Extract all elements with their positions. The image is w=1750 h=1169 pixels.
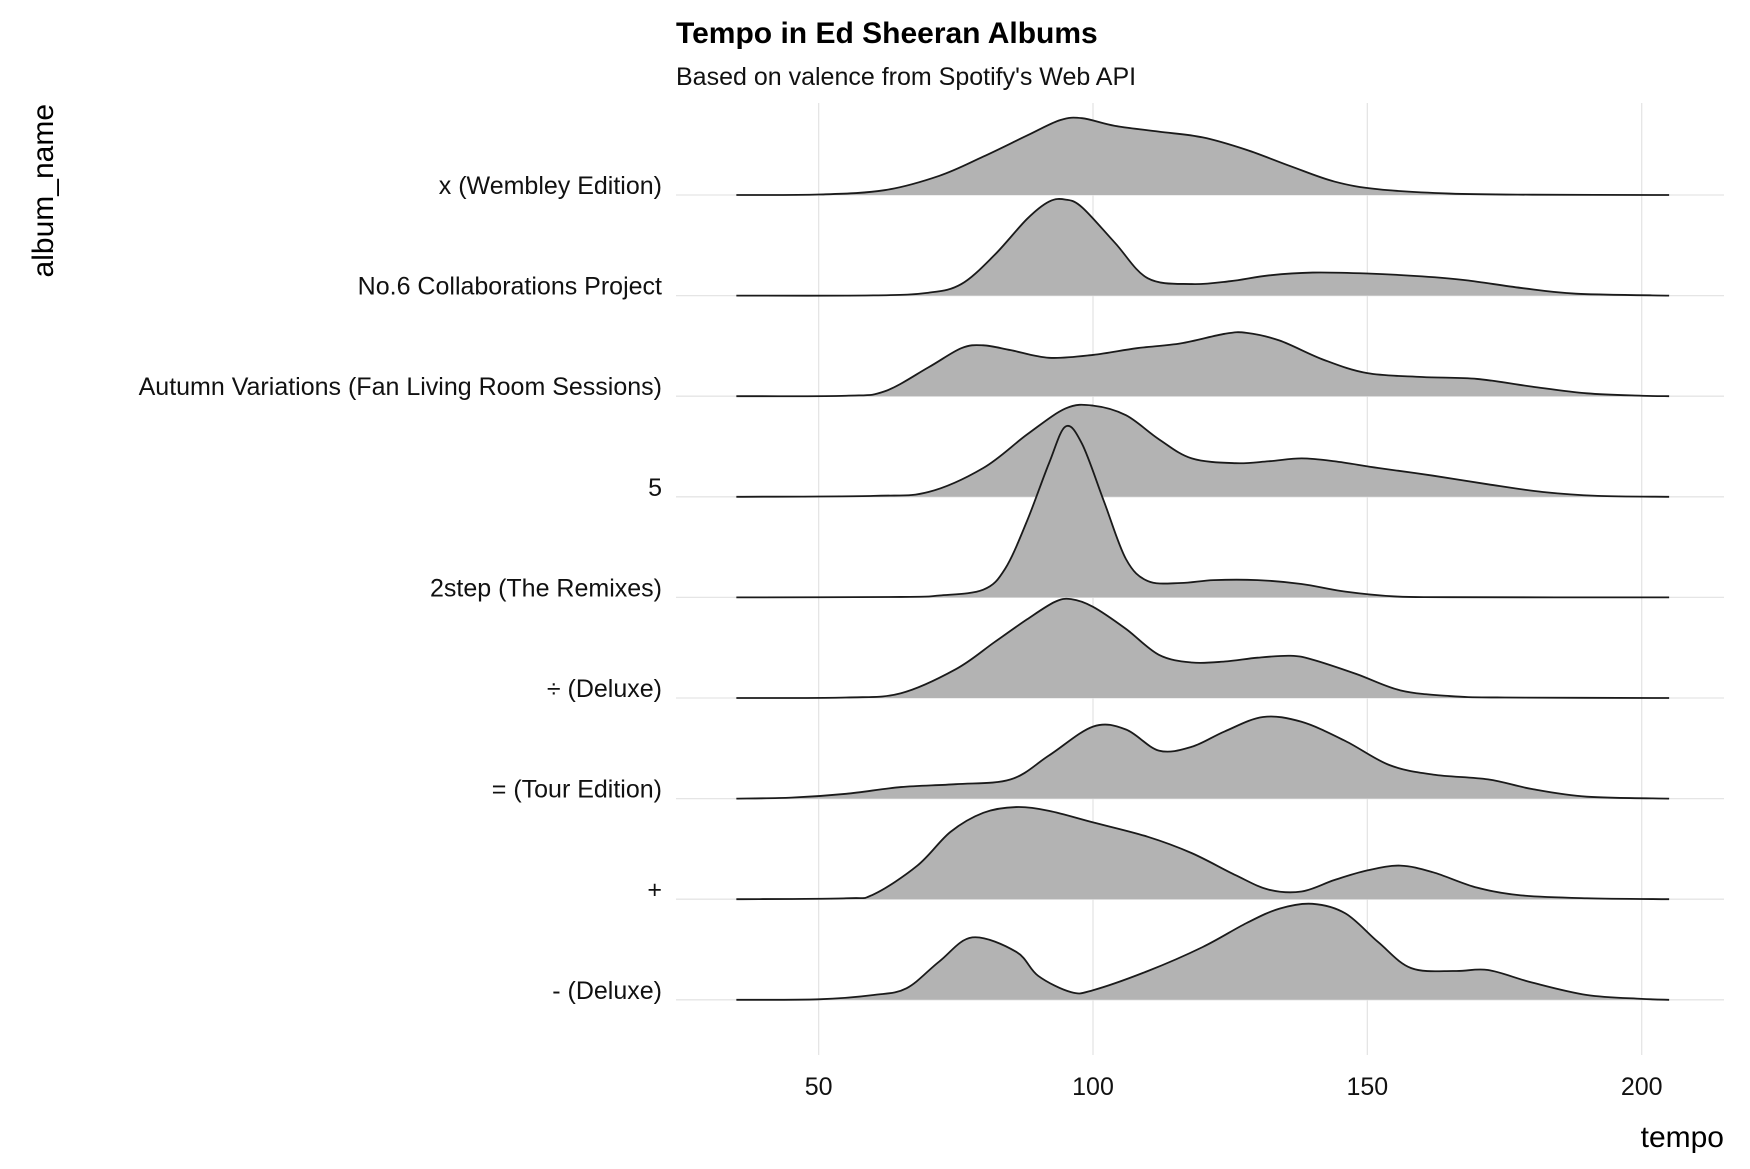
ridge-line	[736, 806, 1670, 901]
y-axis-label: = (Tour Edition)	[492, 776, 662, 804]
ridge-series	[736, 331, 1670, 398]
x-tick-label: 200	[1621, 1073, 1663, 1101]
y-axis-label: 5	[648, 474, 662, 502]
ridge-series	[736, 597, 1670, 699]
x-tick-label: 150	[1346, 1073, 1388, 1101]
ridge-line	[736, 597, 1670, 699]
ridge-line	[736, 424, 1670, 599]
ridge-series	[736, 198, 1670, 297]
ridge-series	[736, 424, 1670, 599]
ridges	[736, 116, 1670, 1001]
ridge-series	[736, 403, 1670, 498]
x-tick-label: 100	[1072, 1073, 1114, 1101]
ridge-area	[736, 806, 1670, 900]
ridge-area	[736, 716, 1670, 799]
y-axis-title: album_name	[27, 104, 60, 277]
ridge-series	[736, 116, 1670, 196]
y-axis-label: - (Deluxe)	[552, 977, 662, 1005]
y-axis-label: No.6 Collaborations Project	[358, 273, 662, 301]
x-axis-ticks: 50 100 150 200	[805, 1073, 1663, 1101]
ridge-area	[736, 903, 1670, 1000]
ridge-line	[736, 715, 1670, 800]
y-axis-label: ÷ (Deluxe)	[547, 675, 662, 703]
ridge-series	[736, 806, 1670, 901]
ridge-area	[736, 117, 1670, 196]
y-axis-label: +	[647, 876, 662, 904]
ridge-line	[736, 403, 1670, 498]
ridge-series	[736, 715, 1670, 800]
ridge-area	[736, 198, 1670, 296]
gridlines	[676, 103, 1724, 1055]
ridge-area	[736, 425, 1670, 598]
y-axis-label: Autumn Variations (Fan Living Room Sessi…	[139, 373, 662, 401]
x-tick-label: 50	[805, 1073, 833, 1101]
y-axis-labels: x (Wembley Edition) No.6 Collaborations P…	[139, 172, 662, 1005]
chart-subtitle: Based on valence from Spotify's Web API	[676, 63, 1136, 91]
y-axis-label: 2step (The Remixes)	[430, 574, 662, 602]
ridge-area	[736, 598, 1670, 699]
ridge-series	[736, 902, 1670, 1001]
chart-title: Tempo in Ed Sheeran Albums	[676, 17, 1098, 50]
ridge-line	[736, 331, 1670, 398]
x-axis-title: tempo	[1641, 1121, 1724, 1154]
ridge-line	[736, 902, 1670, 1001]
ridge-area	[736, 404, 1670, 497]
ridge-area	[736, 332, 1670, 397]
y-axis-label: x (Wembley Edition)	[439, 172, 662, 200]
ridge-line	[736, 198, 1670, 297]
ridge-line	[736, 116, 1670, 196]
